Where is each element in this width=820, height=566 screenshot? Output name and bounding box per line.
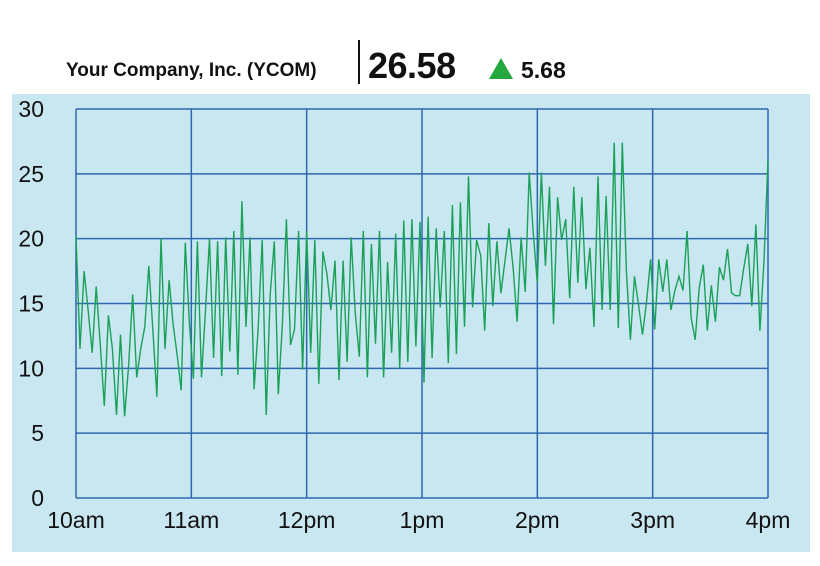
- y-tick-label: 0: [31, 485, 44, 511]
- x-tick-label: 12pm: [278, 507, 336, 533]
- header-divider: [358, 40, 360, 84]
- triangle-up-icon: [489, 58, 513, 79]
- x-tick-label: 4pm: [746, 507, 791, 533]
- company-name: Your Company, Inc. (YCOM): [66, 60, 317, 81]
- x-tick-label: 1pm: [400, 507, 445, 533]
- y-tick-label: 5: [31, 420, 44, 446]
- stock-price: 26.58: [368, 45, 456, 86]
- y-tick-label: 15: [18, 291, 44, 317]
- x-tick-label: 10am: [47, 507, 105, 533]
- x-tick-label: 2pm: [515, 507, 560, 533]
- y-tick-label: 20: [18, 226, 44, 252]
- y-tick-label: 10: [18, 355, 44, 381]
- price-series-line: [75, 142, 769, 417]
- y-tick-label: 25: [18, 161, 44, 187]
- x-tick-label: 11am: [163, 507, 219, 533]
- x-tick-label: 3pm: [630, 507, 675, 533]
- y-tick-label: 30: [18, 96, 44, 122]
- price-change: 5.68: [521, 57, 566, 83]
- quote-header: Your Company, Inc. (YCOM) 26.58 5.68: [0, 36, 820, 88]
